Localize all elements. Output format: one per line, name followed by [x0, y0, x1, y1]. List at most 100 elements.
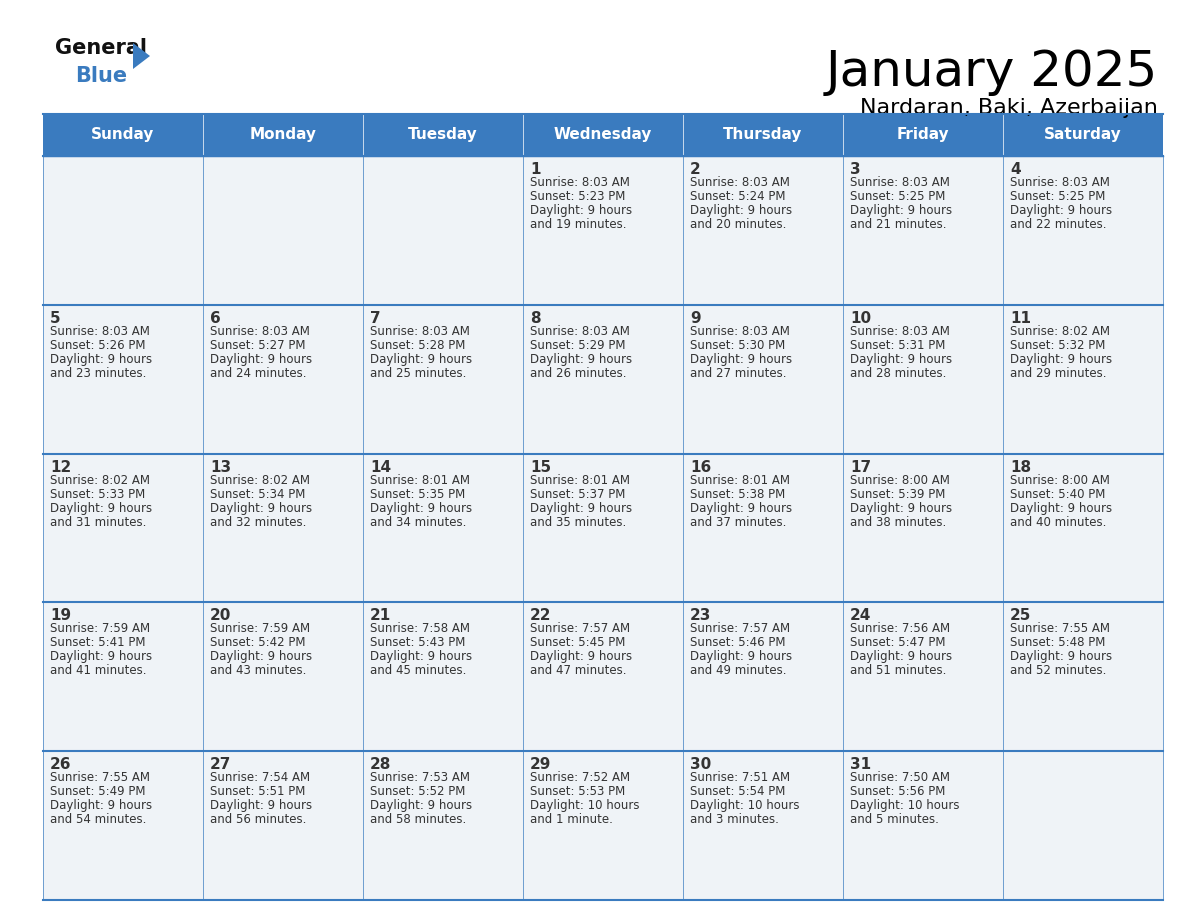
Text: and 21 minutes.: and 21 minutes.	[849, 218, 947, 231]
Text: 27: 27	[210, 757, 232, 772]
Text: and 34 minutes.: and 34 minutes.	[369, 516, 467, 529]
Text: and 37 minutes.: and 37 minutes.	[690, 516, 786, 529]
Text: 14: 14	[369, 460, 391, 475]
Text: Daylight: 9 hours: Daylight: 9 hours	[849, 204, 952, 217]
Text: Daylight: 9 hours: Daylight: 9 hours	[1010, 501, 1112, 515]
Text: and 49 minutes.: and 49 minutes.	[690, 665, 786, 677]
Text: 6: 6	[210, 311, 221, 326]
Text: 22: 22	[530, 609, 551, 623]
Text: Sunrise: 8:03 AM: Sunrise: 8:03 AM	[369, 325, 470, 338]
Text: and 31 minutes.: and 31 minutes.	[50, 516, 146, 529]
Bar	[523, 156, 683, 305]
Text: Sunrise: 8:03 AM: Sunrise: 8:03 AM	[530, 176, 630, 189]
Bar	[43, 602, 203, 751]
Text: 11: 11	[1010, 311, 1031, 326]
Text: and 47 minutes.: and 47 minutes.	[530, 665, 626, 677]
Bar	[843, 156, 1003, 305]
Text: Sunrise: 8:01 AM: Sunrise: 8:01 AM	[369, 474, 470, 487]
Text: and 1 minute.: and 1 minute.	[530, 813, 613, 826]
Text: Sunrise: 8:03 AM: Sunrise: 8:03 AM	[690, 176, 790, 189]
Bar	[843, 602, 1003, 751]
Text: Daylight: 9 hours: Daylight: 9 hours	[1010, 353, 1112, 365]
Text: Sunset: 5:29 PM: Sunset: 5:29 PM	[530, 339, 626, 352]
Text: 26: 26	[50, 757, 71, 772]
Text: Daylight: 9 hours: Daylight: 9 hours	[210, 501, 312, 515]
Text: Daylight: 10 hours: Daylight: 10 hours	[690, 800, 800, 812]
Text: and 22 minutes.: and 22 minutes.	[1010, 218, 1106, 231]
Text: Sunrise: 8:03 AM: Sunrise: 8:03 AM	[50, 325, 150, 338]
Text: 31: 31	[849, 757, 871, 772]
Text: 9: 9	[690, 311, 701, 326]
Text: and 58 minutes.: and 58 minutes.	[369, 813, 466, 826]
Text: and 5 minutes.: and 5 minutes.	[849, 813, 939, 826]
Bar	[43, 751, 203, 900]
Text: and 43 minutes.: and 43 minutes.	[210, 665, 307, 677]
Text: 25: 25	[1010, 609, 1031, 623]
Text: and 23 minutes.: and 23 minutes.	[50, 367, 146, 380]
Text: Sunrise: 7:55 AM: Sunrise: 7:55 AM	[50, 771, 150, 784]
Text: Daylight: 9 hours: Daylight: 9 hours	[210, 650, 312, 664]
Text: and 25 minutes.: and 25 minutes.	[369, 367, 467, 380]
Text: and 32 minutes.: and 32 minutes.	[210, 516, 307, 529]
Bar	[203, 602, 364, 751]
Text: Sunrise: 7:50 AM: Sunrise: 7:50 AM	[849, 771, 950, 784]
Text: 5: 5	[50, 311, 61, 326]
Bar	[683, 453, 843, 602]
Text: Sunset: 5:52 PM: Sunset: 5:52 PM	[369, 785, 466, 798]
Text: Sunset: 5:40 PM: Sunset: 5:40 PM	[1010, 487, 1105, 500]
Text: Sunset: 5:23 PM: Sunset: 5:23 PM	[530, 190, 625, 203]
Bar	[843, 453, 1003, 602]
Bar	[1003, 156, 1163, 305]
Text: Sunset: 5:53 PM: Sunset: 5:53 PM	[530, 785, 625, 798]
Text: and 41 minutes.: and 41 minutes.	[50, 665, 146, 677]
Text: 29: 29	[530, 757, 551, 772]
Text: Daylight: 9 hours: Daylight: 9 hours	[530, 204, 632, 217]
Text: Daylight: 9 hours: Daylight: 9 hours	[369, 650, 472, 664]
Text: Sunrise: 8:03 AM: Sunrise: 8:03 AM	[849, 325, 950, 338]
Text: Daylight: 10 hours: Daylight: 10 hours	[849, 800, 960, 812]
Text: Sunrise: 7:51 AM: Sunrise: 7:51 AM	[690, 771, 790, 784]
Text: Daylight: 9 hours: Daylight: 9 hours	[369, 353, 472, 365]
Polygon shape	[133, 43, 150, 69]
Text: Saturday: Saturday	[1044, 128, 1121, 142]
Bar	[364, 453, 523, 602]
Text: Daylight: 9 hours: Daylight: 9 hours	[530, 650, 632, 664]
Text: Sunset: 5:30 PM: Sunset: 5:30 PM	[690, 339, 785, 352]
Bar	[43, 156, 203, 305]
Text: Sunrise: 8:02 AM: Sunrise: 8:02 AM	[210, 474, 310, 487]
Bar	[843, 305, 1003, 453]
Bar	[683, 602, 843, 751]
Text: Sunset: 5:27 PM: Sunset: 5:27 PM	[210, 339, 305, 352]
Text: 15: 15	[530, 460, 551, 475]
Text: Sunset: 5:43 PM: Sunset: 5:43 PM	[369, 636, 466, 649]
Text: Daylight: 9 hours: Daylight: 9 hours	[690, 650, 792, 664]
Text: Sunset: 5:33 PM: Sunset: 5:33 PM	[50, 487, 145, 500]
Text: 24: 24	[849, 609, 871, 623]
Bar	[1003, 453, 1163, 602]
Bar	[203, 453, 364, 602]
Text: Monday: Monday	[249, 128, 316, 142]
Text: Daylight: 9 hours: Daylight: 9 hours	[50, 800, 152, 812]
Text: Daylight: 9 hours: Daylight: 9 hours	[690, 501, 792, 515]
Text: Daylight: 9 hours: Daylight: 9 hours	[50, 501, 152, 515]
Text: and 35 minutes.: and 35 minutes.	[530, 516, 626, 529]
Text: Sunrise: 8:01 AM: Sunrise: 8:01 AM	[690, 474, 790, 487]
Text: Daylight: 9 hours: Daylight: 9 hours	[530, 501, 632, 515]
Bar	[523, 305, 683, 453]
Text: Sunset: 5:24 PM: Sunset: 5:24 PM	[690, 190, 785, 203]
Text: Sunset: 5:31 PM: Sunset: 5:31 PM	[849, 339, 946, 352]
Text: Sunset: 5:46 PM: Sunset: 5:46 PM	[690, 636, 785, 649]
Text: Sunrise: 8:03 AM: Sunrise: 8:03 AM	[690, 325, 790, 338]
Text: 10: 10	[849, 311, 871, 326]
Bar	[683, 305, 843, 453]
Text: General: General	[55, 38, 147, 58]
Text: 18: 18	[1010, 460, 1031, 475]
Text: and 3 minutes.: and 3 minutes.	[690, 813, 779, 826]
Bar	[43, 453, 203, 602]
Text: Sunrise: 8:00 AM: Sunrise: 8:00 AM	[1010, 474, 1110, 487]
Bar	[203, 305, 364, 453]
Text: Daylight: 9 hours: Daylight: 9 hours	[1010, 650, 1112, 664]
Text: Tuesday: Tuesday	[409, 128, 478, 142]
Text: Sunset: 5:35 PM: Sunset: 5:35 PM	[369, 487, 466, 500]
Text: Sunset: 5:49 PM: Sunset: 5:49 PM	[50, 785, 145, 798]
